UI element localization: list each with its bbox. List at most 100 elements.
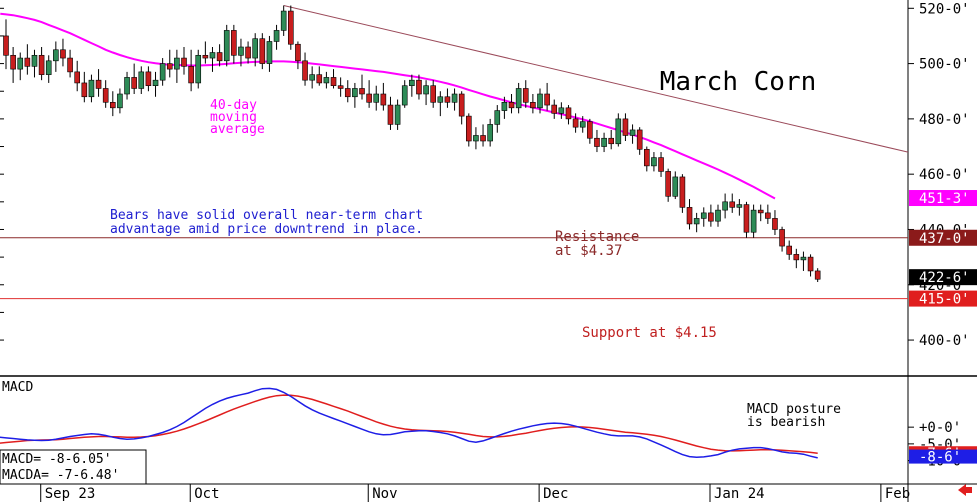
candle bbox=[693, 212, 700, 233]
bull-candle-body bbox=[152, 79, 159, 87]
candle bbox=[95, 69, 102, 97]
y-tick-label: 460-0' bbox=[919, 167, 970, 183]
bull-candle-body bbox=[473, 135, 479, 142]
candle bbox=[715, 204, 721, 227]
candle bbox=[17, 52, 24, 81]
bear-candle-body bbox=[480, 135, 486, 142]
candle bbox=[273, 24, 280, 50]
bull-candle-body bbox=[629, 129, 636, 136]
candle bbox=[672, 171, 679, 200]
candle bbox=[10, 47, 16, 83]
candle bbox=[110, 91, 116, 117]
candle bbox=[3, 19, 9, 70]
candle bbox=[729, 193, 736, 213]
candle bbox=[231, 24, 237, 64]
candle bbox=[287, 5, 294, 50]
bull-candle-body bbox=[437, 96, 444, 103]
macd-value-tag bbox=[909, 449, 977, 464]
bull-candle-body bbox=[672, 176, 679, 197]
bull-candle-body bbox=[487, 124, 493, 142]
candle bbox=[209, 47, 216, 72]
bull-candle-body bbox=[159, 63, 166, 81]
candle bbox=[537, 88, 543, 114]
candle bbox=[81, 71, 88, 103]
moving-average-line bbox=[0, 12, 776, 200]
bear-candle-body bbox=[245, 46, 251, 59]
bear-candle-body bbox=[565, 107, 572, 120]
value-tag bbox=[909, 190, 977, 207]
x-tick-label: Jan 24 bbox=[714, 486, 765, 502]
candle bbox=[309, 66, 315, 89]
candle bbox=[786, 240, 793, 260]
bear-candle-body bbox=[594, 137, 600, 147]
bear-candle-body bbox=[544, 93, 550, 106]
candle bbox=[480, 124, 486, 147]
bull-candle-body bbox=[195, 54, 202, 84]
summary-annotation: advantage amid price downtrend in place. bbox=[110, 222, 423, 237]
y-tick-label: 520-0' bbox=[919, 1, 970, 17]
bear-candle-body bbox=[708, 212, 714, 222]
candle bbox=[359, 74, 365, 100]
bear-candle-body bbox=[202, 54, 209, 59]
candle bbox=[494, 105, 501, 133]
candle bbox=[572, 113, 579, 133]
macd-tick-label: +0-0' bbox=[919, 420, 961, 436]
bear-candle-body bbox=[366, 93, 372, 103]
bear-candle-body bbox=[302, 60, 308, 81]
bull-candle-body bbox=[174, 57, 180, 70]
candle bbox=[686, 199, 693, 230]
candle bbox=[458, 91, 465, 125]
candle bbox=[814, 268, 821, 282]
candle bbox=[416, 74, 422, 100]
y-tick-label: 400-0' bbox=[919, 333, 970, 349]
bull-candle-body bbox=[124, 77, 130, 95]
bear-candle-body bbox=[81, 82, 88, 98]
bear-candle-body bbox=[686, 207, 693, 225]
bear-candle-body bbox=[572, 118, 579, 128]
bear-candle-body bbox=[416, 79, 422, 95]
bear-candle-body bbox=[551, 104, 558, 114]
value-tag-label: 422-6' bbox=[919, 270, 970, 286]
bull-candle-body bbox=[266, 41, 273, 64]
bull-candle-body bbox=[17, 57, 24, 70]
bull-candle-body bbox=[750, 209, 757, 233]
candle bbox=[651, 152, 657, 172]
bull-candle-body bbox=[715, 209, 721, 222]
summary-annotation: Bears have solid overall near-term chart bbox=[110, 208, 423, 223]
ma-annotation: moving bbox=[210, 110, 257, 125]
bear-candle-body bbox=[658, 157, 664, 172]
back-arrow-icon[interactable] bbox=[958, 484, 972, 496]
candle bbox=[38, 47, 45, 81]
candle bbox=[622, 113, 629, 141]
bull-candle-body bbox=[88, 79, 95, 98]
bull-candle-body bbox=[401, 85, 408, 106]
downtrend-line bbox=[283, 5, 909, 153]
bear-candle-body bbox=[259, 38, 266, 64]
bull-candle-body bbox=[209, 52, 216, 59]
candle bbox=[259, 33, 266, 70]
bear-candle-body bbox=[295, 43, 301, 62]
bear-candle-body bbox=[636, 129, 643, 150]
value-tag bbox=[909, 290, 977, 307]
candle bbox=[444, 88, 451, 108]
bear-candle-body bbox=[779, 229, 785, 247]
candle bbox=[252, 33, 258, 67]
ma-annotation: average bbox=[210, 122, 265, 137]
macd-value-tag-label: -8-6' bbox=[919, 450, 961, 466]
bull-candle-body bbox=[736, 204, 743, 208]
candle bbox=[159, 58, 166, 86]
bull-candle-body bbox=[537, 93, 543, 109]
candle bbox=[629, 124, 636, 144]
candle bbox=[551, 99, 558, 119]
bear-candle-body bbox=[60, 49, 66, 59]
bull-candle-body bbox=[579, 121, 586, 128]
x-tick-label: Sep 23 bbox=[45, 486, 96, 502]
candle bbox=[779, 226, 785, 252]
bear-candle-body bbox=[807, 256, 814, 272]
macd-title: MACD bbox=[2, 380, 33, 395]
bear-candle-body bbox=[465, 115, 472, 142]
bull-candle-body bbox=[252, 38, 258, 59]
candle bbox=[45, 55, 52, 83]
candle bbox=[31, 49, 38, 78]
bear-candle-body bbox=[287, 10, 294, 45]
